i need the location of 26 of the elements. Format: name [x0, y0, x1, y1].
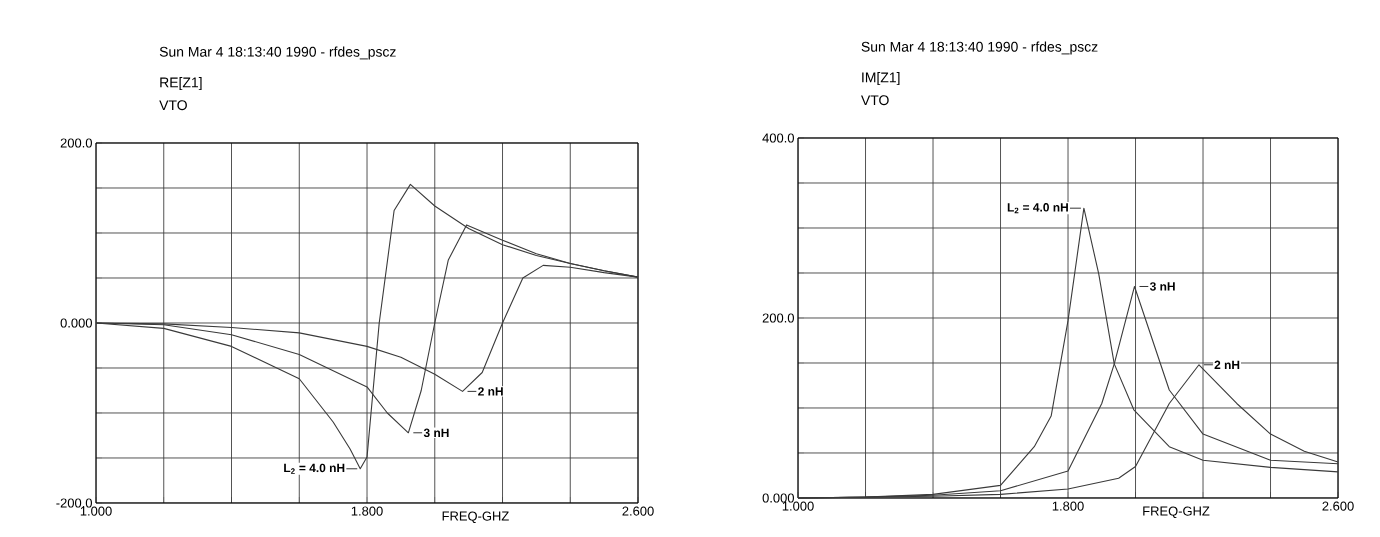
series-label: 3 nH [423, 428, 449, 438]
x-tick-label: 1.000 [80, 506, 112, 516]
series-label: 2 nH [1214, 360, 1240, 369]
y-tick-label: 200.0 [762, 313, 794, 323]
x-tick-label: 1.000 [782, 501, 814, 511]
series-label: 3 nH [1149, 282, 1175, 291]
series-label: L$_{2}$ = 4.0 nH [1007, 203, 1068, 214]
y-axis-title: RE[Z1] [160, 77, 202, 91]
x-tick-label: 2.600 [1322, 501, 1354, 511]
series-label: L$_{2}$ = 4.0 nH [284, 463, 345, 474]
chart-subtitle: VTO [861, 95, 889, 106]
x-tick-label: 1.800 [351, 506, 383, 516]
x-tick-label: 1.800 [1052, 501, 1084, 511]
y-tick-label: 400.0 [762, 133, 794, 143]
y-tick-label: 200.0 [60, 138, 92, 148]
chart-title: Sun Mar 4 18:13:40 1990 - rfdes_pscz [159, 46, 396, 60]
y-tick-label: 0.000 [762, 493, 794, 503]
x-axis-title: FREQ-GHZ [442, 511, 509, 523]
series-label: 2 nH [478, 387, 503, 396]
x-axis-title: FREQ-GHZ [1143, 506, 1210, 518]
chart-title: Sun Mar 4 18:13:40 1990 - rfdes_pscz [861, 41, 1098, 55]
y-axis-title: IM[Z1] [862, 72, 900, 86]
x-tick-label: 2.600 [622, 506, 654, 516]
y-tick-label: -200.0 [56, 498, 92, 508]
y-tick-label: 0.000 [60, 318, 92, 328]
chart-subtitle: VTO [159, 100, 187, 111]
